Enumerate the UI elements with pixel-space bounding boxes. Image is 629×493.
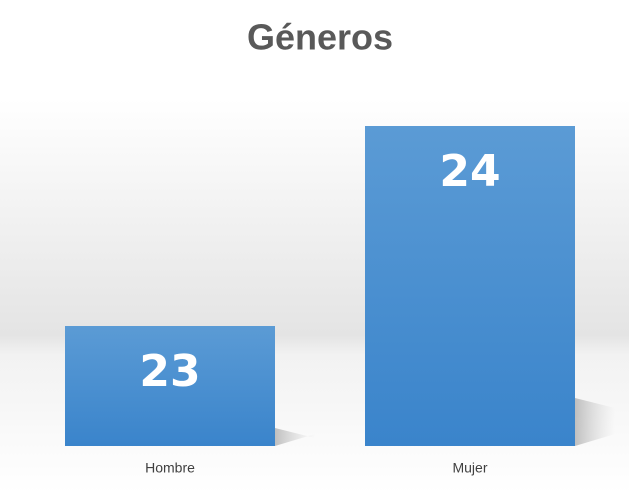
bar [65,326,275,446]
value-label: 24 [439,146,500,197]
bar-shadow [275,428,315,446]
x-tick-label: Hombre [145,460,195,476]
bar-shadow [575,398,615,446]
chart-title: Géneros [247,17,393,58]
bar [365,126,575,446]
value-label: 23 [139,346,200,397]
x-tick-label: Mujer [452,460,487,476]
